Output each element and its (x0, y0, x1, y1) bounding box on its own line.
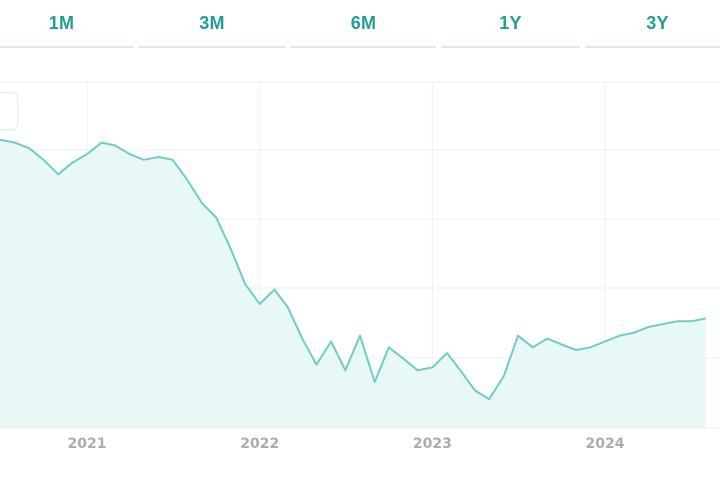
range-button-1m[interactable]: 1M (0, 0, 133, 48)
series-area-fill (0, 139, 706, 428)
series-line (0, 138, 706, 401)
range-button-1y[interactable]: 1Y (441, 0, 580, 48)
range-button-6m[interactable]: 6M (291, 0, 436, 48)
x-tick-label-2022: 2022 (240, 436, 279, 452)
range-button-3y[interactable]: 3Y (585, 0, 720, 48)
x-tick-label-2023: 2023 (413, 436, 452, 452)
time-range-selector: 1M 3M 6M 1Y 3Y (0, 0, 720, 50)
x-tick-label-2024: 2024 (586, 436, 625, 452)
x-tick-label-2021: 2021 (68, 436, 107, 452)
price-area-chart[interactable]: 2021 2022 2023 2024 (0, 70, 720, 460)
range-button-3m[interactable]: 3M (139, 0, 285, 48)
x-axis: 2021 2022 2023 2024 (68, 436, 625, 452)
hover-tooltip-box (0, 92, 18, 130)
